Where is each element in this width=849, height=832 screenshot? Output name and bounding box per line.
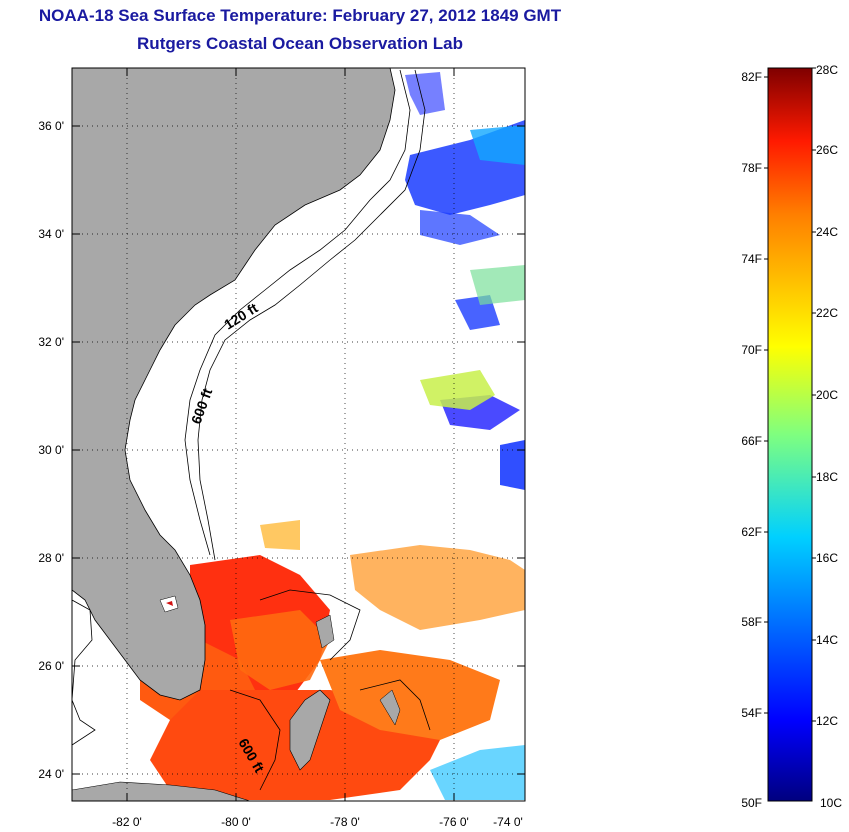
colorbar-f-label: 70F	[741, 343, 762, 357]
lon-label: -82 0'	[112, 815, 142, 829]
lat-label: 30 0'	[38, 443, 64, 457]
lat-label: 34 0'	[38, 227, 64, 241]
colorbar-c-label: 26C	[816, 143, 838, 157]
colorbar-c-label: 16C	[816, 551, 838, 565]
lon-label: -78 0'	[330, 815, 360, 829]
colorbar-f-label: 58F	[741, 615, 762, 629]
land-mass	[72, 68, 401, 801]
lat-label: 28 0'	[38, 551, 64, 565]
colorbar-c-label: 12C	[816, 714, 838, 728]
colorbar-f-label: 50F	[741, 796, 762, 810]
colorbar-f-label: 82F	[741, 70, 762, 84]
colorbar-f-label: 62F	[741, 525, 762, 539]
colorbar-c-label: 10C	[820, 796, 842, 810]
temperature-colorbar: 82F 78F 74F 70F 66F 62F 58F 54F 50F 28C …	[741, 63, 842, 810]
bathymetry-contours	[72, 69, 431, 791]
map-subtitle: Rutgers Coastal Ocean Observation Lab	[137, 34, 463, 53]
colorbar-c-label: 22C	[816, 306, 838, 320]
latitude-labels: 36 0' 34 0' 32 0' 30 0' 28 0' 26 0' 24 0…	[38, 119, 64, 781]
colorbar-gradient	[767, 67, 813, 802]
lat-label: 26 0'	[38, 659, 64, 673]
colorbar-c-label: 14C	[816, 633, 838, 647]
colorbar-f-label: 78F	[741, 161, 762, 175]
sst-cold-patches	[405, 72, 525, 800]
longitude-labels: -82 0' -80 0' -78 0' -76 0' -74 0'	[112, 815, 523, 829]
map-frame-ticks	[72, 68, 525, 801]
colorbar-f-label: 74F	[741, 252, 762, 266]
map-area	[72, 68, 525, 801]
colorbar-f-label: 54F	[741, 706, 762, 720]
colorbar-c-label: 20C	[816, 388, 838, 402]
colorbar-c-label: 18C	[816, 470, 838, 484]
map-frame	[71, 67, 526, 802]
lat-label: 24 0'	[38, 767, 64, 781]
lon-label: -76 0'	[439, 815, 469, 829]
colorbar-c-label: 28C	[816, 63, 838, 77]
map-gridlines	[72, 68, 525, 801]
lat-label: 32 0'	[38, 335, 64, 349]
lon-label: -80 0'	[221, 815, 251, 829]
lon-label: -74 0'	[493, 815, 523, 829]
map-title: NOAA-18 Sea Surface Temperature: Februar…	[38, 6, 562, 25]
colorbar-c-label: 24C	[816, 225, 838, 239]
lat-label: 36 0'	[38, 119, 64, 133]
colorbar-f-label: 66F	[741, 434, 762, 448]
